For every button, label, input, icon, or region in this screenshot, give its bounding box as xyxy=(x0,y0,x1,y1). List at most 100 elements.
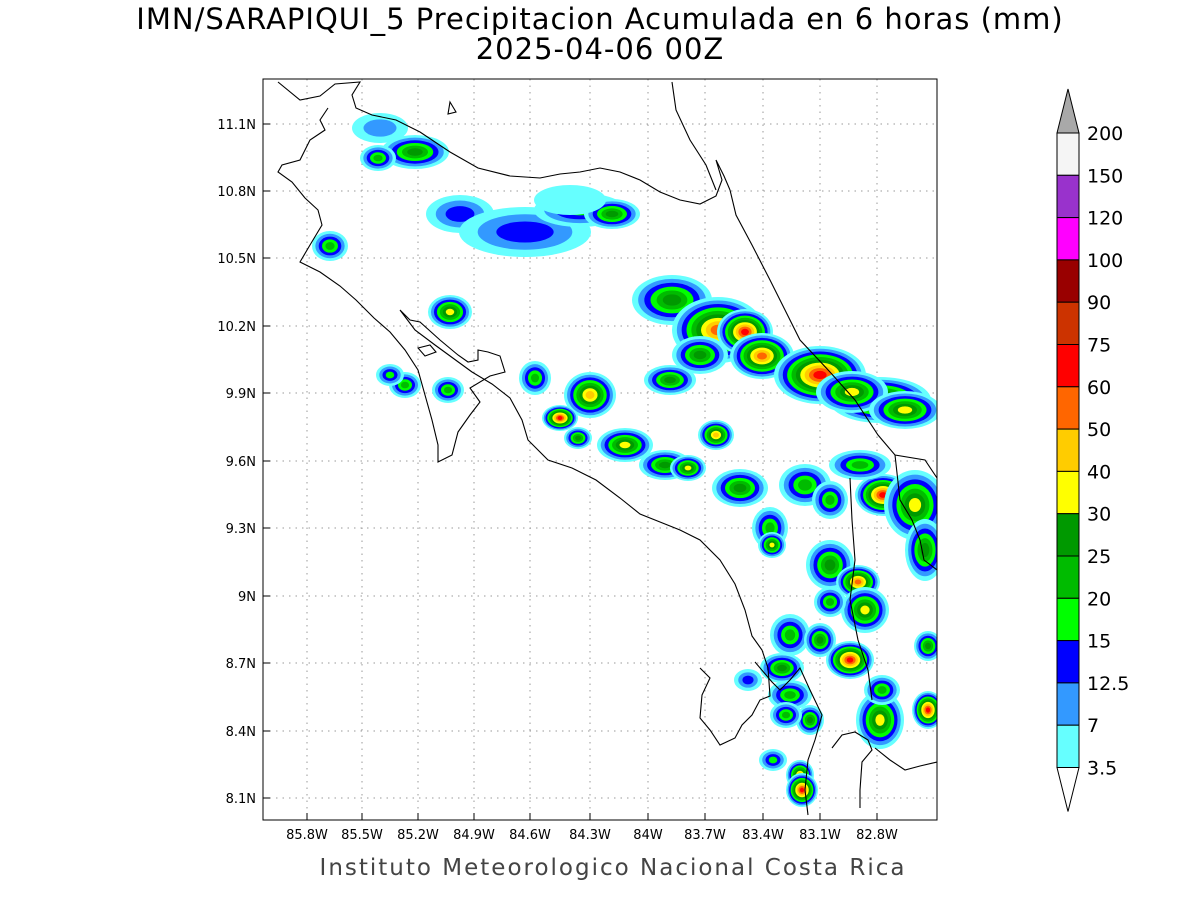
chart-subtitle-date: 2025-04-06 00Z xyxy=(475,32,725,66)
precipitation-field xyxy=(312,113,937,807)
precip-contour xyxy=(784,629,796,641)
precip-contour xyxy=(445,206,475,222)
colorbar-label: 200 xyxy=(1087,123,1123,145)
colorbar-label: 20 xyxy=(1087,588,1111,610)
colorbar-under-triangle xyxy=(1056,767,1080,812)
colorbar-label: 120 xyxy=(1087,208,1123,230)
colorbar-swatch xyxy=(1056,640,1080,684)
lat-label: 9.3N xyxy=(226,522,256,537)
precip-contour xyxy=(575,435,581,441)
precip-contour xyxy=(385,371,395,379)
lat-label: 8.7N xyxy=(226,657,256,672)
colorbar-label: 7 xyxy=(1087,715,1099,737)
lat-label: 9.9N xyxy=(226,387,256,402)
lon-label: 85.8W xyxy=(286,828,328,843)
colorbar-label: 40 xyxy=(1087,461,1111,483)
precip-contour xyxy=(757,352,767,360)
precip-contour xyxy=(325,242,335,250)
lat-label: 10.8N xyxy=(217,185,256,200)
precip-contour xyxy=(768,756,778,764)
lat-label: 9N xyxy=(238,590,256,605)
precip-contour xyxy=(777,664,787,672)
precip-contour xyxy=(557,416,563,420)
precip-contour xyxy=(825,598,835,606)
precip-contour xyxy=(781,711,791,719)
colorbar-label: 50 xyxy=(1087,419,1111,441)
precip-contour xyxy=(534,185,606,215)
colorbar-swatch xyxy=(1056,724,1080,769)
colorbar-label: 30 xyxy=(1087,504,1111,526)
coastline-borders xyxy=(277,81,937,816)
lat-label: 11.1N xyxy=(217,118,256,133)
nicaragua-border-coast xyxy=(277,81,731,205)
precip-contour xyxy=(373,154,383,162)
precip-contour xyxy=(851,461,869,469)
precip-contour xyxy=(664,376,676,384)
precip-contour xyxy=(662,294,682,306)
precip-contour xyxy=(363,119,397,137)
precip-contour xyxy=(742,675,754,685)
precip-contour xyxy=(824,559,836,571)
lon-label: 84.9W xyxy=(453,828,495,843)
precip-contour xyxy=(813,370,827,380)
colorbar-swatch xyxy=(1056,217,1080,261)
precip-contour xyxy=(825,495,835,505)
precip-contour xyxy=(807,716,813,724)
precip-contour xyxy=(605,210,619,218)
precip-contour xyxy=(445,308,455,316)
lon-label: 83.4W xyxy=(742,828,784,843)
precip-contour xyxy=(769,542,775,548)
longitude-labels: 85.8W 85.5W 85.2W 84.9W 84.6W 84.3W 84W 83.7W 83… xyxy=(286,828,898,843)
colorbar-label: 12.5 xyxy=(1087,673,1129,695)
lat-label: 10.5N xyxy=(217,252,256,267)
precip-contour xyxy=(854,579,862,585)
lon-label: 84W xyxy=(633,828,663,843)
colorbar-label: 3.5 xyxy=(1087,758,1117,780)
lon-label: 83.7W xyxy=(684,828,726,843)
colorbar-label: 60 xyxy=(1087,377,1111,399)
precip-contour xyxy=(443,386,453,394)
colorbar-swatch xyxy=(1056,513,1080,557)
precip-contour xyxy=(741,328,749,336)
lon-label: 85.2W xyxy=(397,828,439,843)
colorbar-swatch xyxy=(1056,597,1080,642)
colorbar-label: 25 xyxy=(1087,546,1111,568)
colorbar-swatch xyxy=(1056,259,1080,303)
pacific-coast xyxy=(277,107,771,746)
precip-contour xyxy=(693,350,707,360)
axis-ticks xyxy=(263,123,878,820)
latitude-labels: 11.1N 10.8N 10.5N 10.2N 9.9N 9.6N 9.3N 9N 8.7N 8.… xyxy=(217,118,256,807)
precip-contour xyxy=(585,391,595,399)
precip-contour xyxy=(659,461,671,469)
precip-contour xyxy=(875,714,885,726)
bocas-border xyxy=(849,477,873,701)
colorbar-swatch xyxy=(1056,174,1080,219)
panama-east-border xyxy=(894,454,937,571)
colorbar-over-triangle xyxy=(1056,88,1080,134)
panama-border xyxy=(754,661,823,816)
panama-pacific xyxy=(874,747,937,771)
panama-coast xyxy=(831,731,873,808)
colorbar-label: 150 xyxy=(1087,165,1123,187)
precip-contour xyxy=(925,642,931,650)
lat-label: 9.6N xyxy=(226,455,256,470)
map-frame xyxy=(262,78,938,821)
precip-contour xyxy=(816,636,824,644)
precip-contour xyxy=(713,432,719,438)
lat-label: 8.4N xyxy=(226,725,256,740)
nicaragua-east-coast xyxy=(671,81,717,191)
colorbar-label: 15 xyxy=(1087,631,1111,653)
colorbar-swatch xyxy=(1056,555,1080,599)
colorbar-swatch xyxy=(1056,470,1080,515)
lon-label: 82.8W xyxy=(856,828,898,843)
precip-contour xyxy=(400,381,410,389)
precip-contour xyxy=(897,406,913,414)
colorbar-label: 90 xyxy=(1087,292,1111,314)
grid-lines xyxy=(263,79,937,820)
lat-label: 10.2N xyxy=(217,320,256,335)
precip-contour xyxy=(925,707,931,713)
precip-contour xyxy=(619,441,631,449)
colorbar-swatch xyxy=(1056,386,1080,430)
precip-contour xyxy=(860,605,870,615)
